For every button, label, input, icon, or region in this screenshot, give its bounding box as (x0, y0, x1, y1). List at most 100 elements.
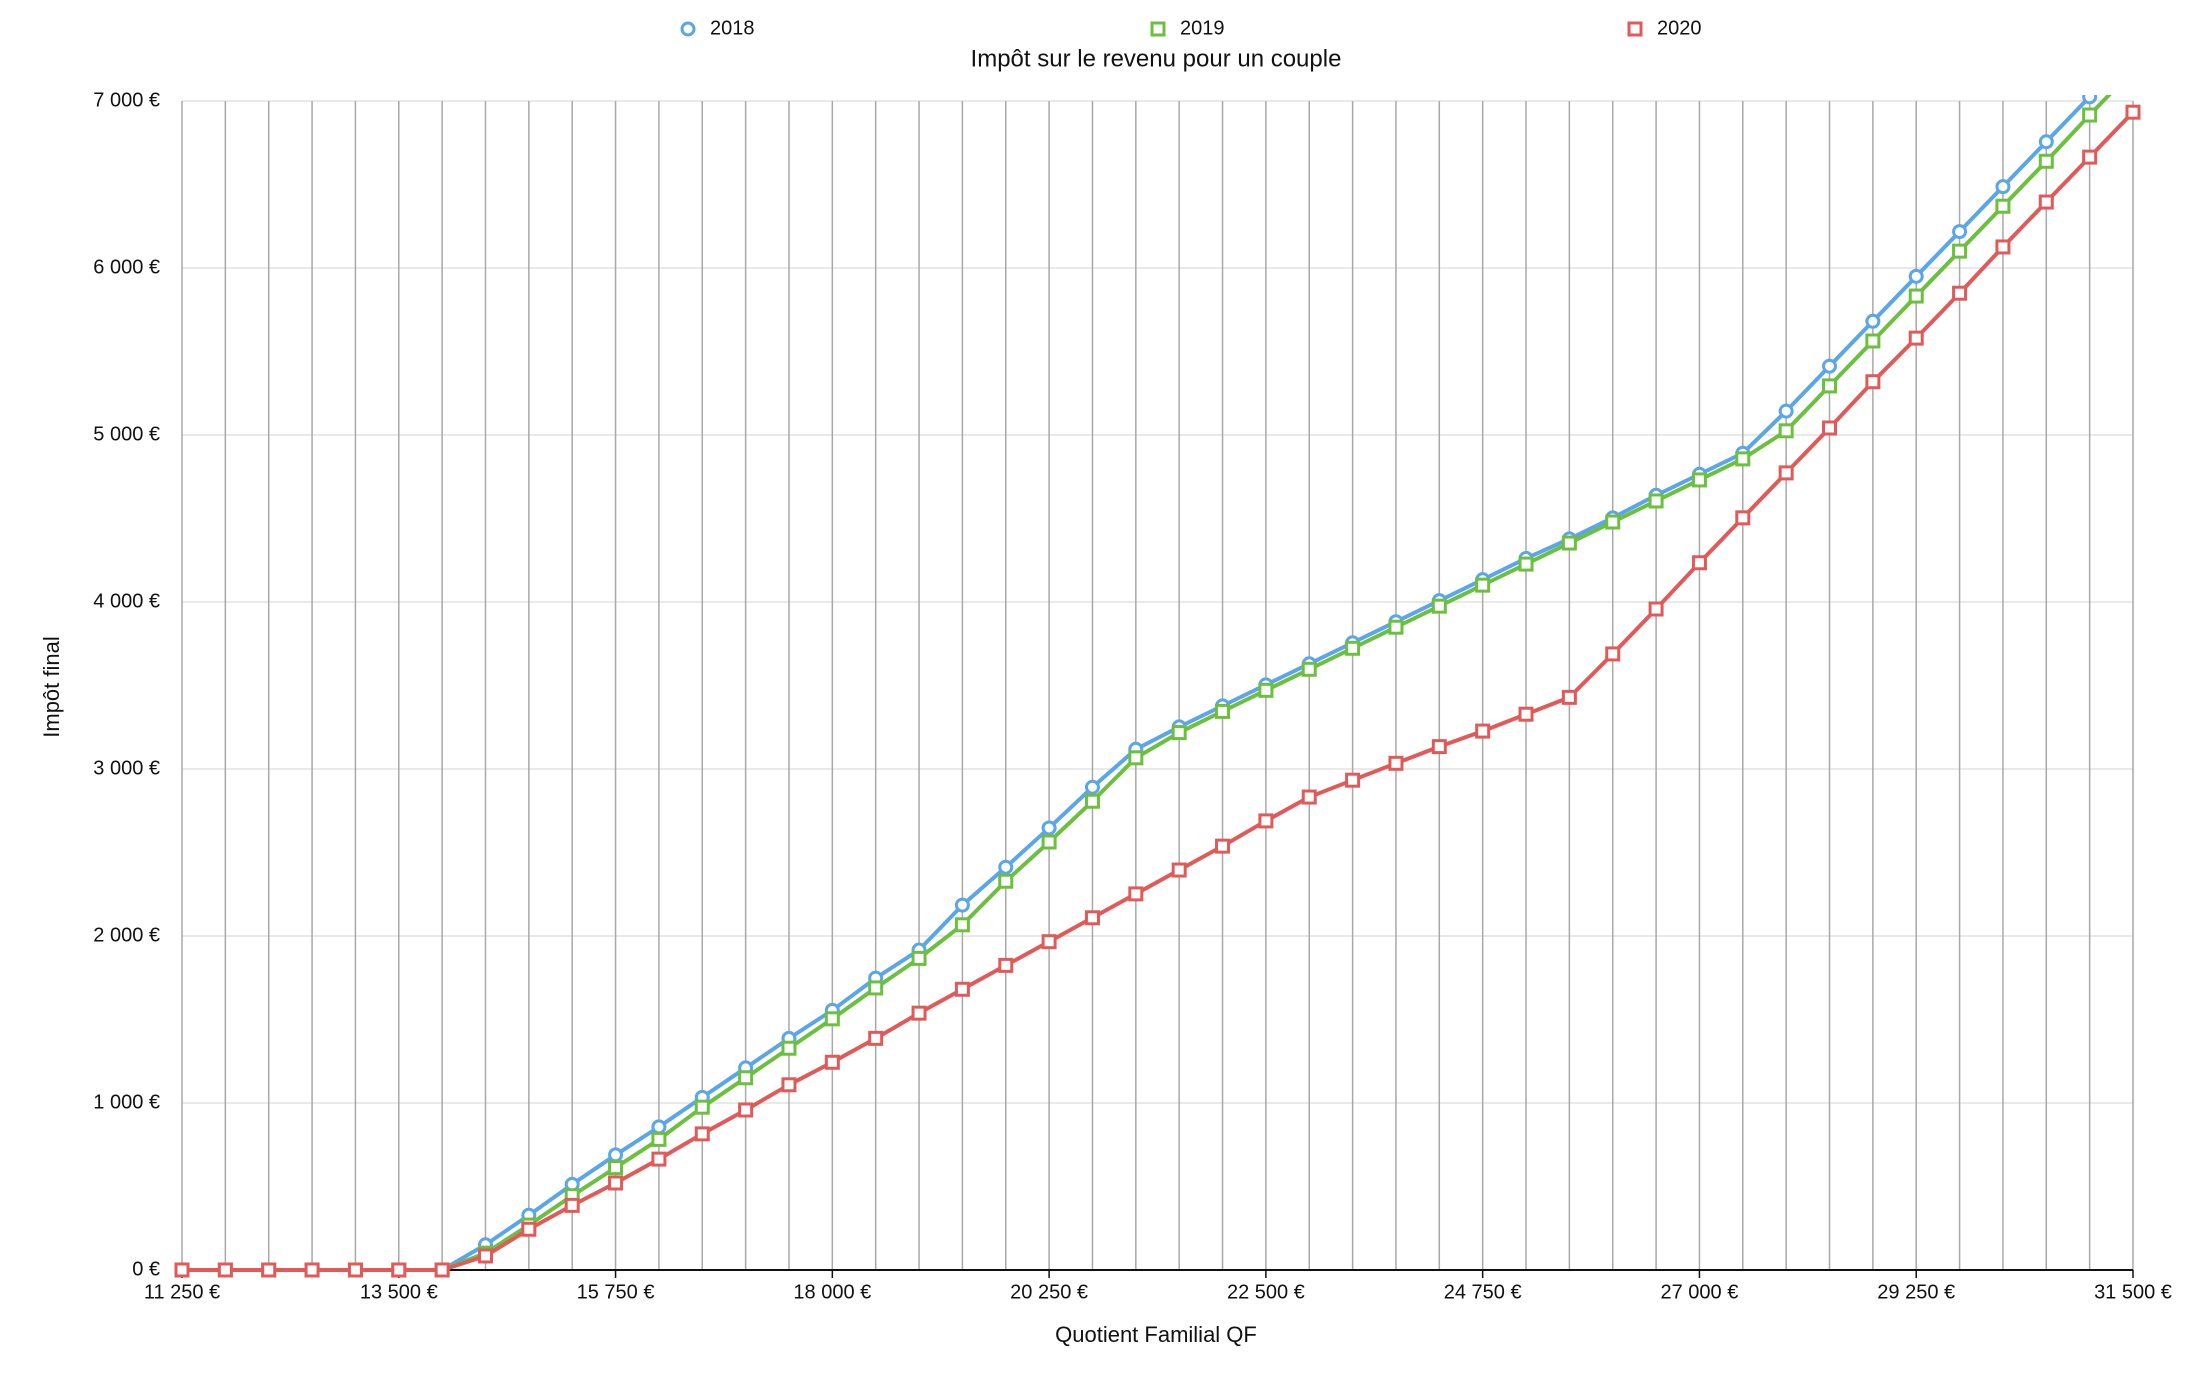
y-tick-label: 0 € (132, 1258, 160, 1280)
point (1908, 268, 1924, 284)
point (868, 1030, 884, 1046)
point (868, 980, 884, 996)
point (1691, 472, 1707, 488)
point (608, 1160, 624, 1176)
point (1215, 703, 1231, 719)
point (2082, 95, 2098, 105)
point (1215, 838, 1231, 854)
point (608, 1147, 624, 1163)
point (261, 1262, 277, 1278)
point (954, 981, 970, 997)
point (1995, 198, 2011, 214)
point (2127, 47, 2139, 59)
point (1648, 493, 1664, 509)
point (1561, 535, 1577, 551)
chart-title: Impôt sur le revenu pour un couple (971, 45, 1342, 72)
point (1561, 689, 1577, 705)
legend-marker (1627, 21, 1643, 37)
point (1475, 577, 1491, 593)
point (1128, 750, 1144, 766)
point (954, 897, 970, 913)
point (1084, 793, 1100, 809)
legend-marker (680, 21, 696, 37)
point (1041, 820, 1057, 836)
point (998, 859, 1014, 875)
point (2125, 104, 2141, 120)
point (1822, 378, 1838, 394)
x-tick-label: 27 000 € (1661, 1281, 1739, 1303)
point (1778, 465, 1794, 481)
point (1041, 834, 1057, 850)
series-line (182, 110, 2135, 1272)
legend-label: 2018 (710, 17, 755, 39)
x-tick-label: 20 250 € (1010, 1281, 1088, 1303)
point (1952, 285, 1968, 301)
point (347, 1262, 363, 1278)
point (1345, 640, 1361, 656)
y-tick-label: 2 000 € (93, 924, 160, 946)
x-tick-label: 31 500 € (2094, 1281, 2172, 1303)
point (1995, 239, 2011, 255)
point (217, 1262, 233, 1278)
x-axis-label: Quotient Familial QF (1055, 1322, 1257, 1347)
y-axis-label: Impôt final (39, 636, 64, 738)
point (911, 1005, 927, 1021)
point (1301, 661, 1317, 677)
point (651, 1131, 667, 1147)
legend-label: 2020 (1657, 17, 1702, 39)
point (1995, 179, 2011, 195)
y-tick-label: 1 000 € (93, 1091, 160, 1113)
point (1518, 556, 1534, 572)
point (304, 1262, 320, 1278)
point (911, 950, 927, 966)
point (1041, 934, 1057, 950)
x-tick-label: 24 750 € (1444, 1281, 1522, 1303)
point (477, 1248, 493, 1264)
point (1518, 706, 1534, 722)
point (1388, 755, 1404, 771)
point (738, 1102, 754, 1118)
point (1128, 886, 1144, 902)
point (1865, 374, 1881, 390)
point (694, 1099, 710, 1115)
point (564, 1197, 580, 1213)
point (1735, 451, 1751, 467)
point (2127, 64, 2139, 76)
point (1605, 646, 1621, 662)
plot-area (174, 47, 2141, 1278)
point (174, 1262, 190, 1278)
point (2082, 149, 2098, 165)
point (2038, 194, 2054, 210)
point (434, 1262, 450, 1278)
point (1865, 313, 1881, 329)
point (1952, 224, 1968, 240)
point (651, 1151, 667, 1167)
point (1908, 288, 1924, 304)
point (2038, 153, 2054, 169)
point (1735, 510, 1751, 526)
x-tick-label: 22 500 € (1227, 1281, 1305, 1303)
point (2038, 134, 2054, 150)
y-tick-label: 5 000 € (93, 423, 160, 445)
legend-marker (1150, 21, 1166, 37)
y-tick-label: 7 000 € (93, 89, 160, 111)
point (1171, 725, 1187, 741)
x-tick-label: 13 500 € (360, 1281, 438, 1303)
point (1605, 514, 1621, 530)
x-tick-label: 29 250 € (1877, 1281, 1955, 1303)
point (1431, 598, 1447, 614)
point (521, 1221, 537, 1237)
point (1084, 910, 1100, 926)
point (1345, 772, 1361, 788)
y-tick-label: 6 000 € (93, 256, 160, 278)
point (1258, 682, 1274, 698)
point (1171, 862, 1187, 878)
point (1778, 423, 1794, 439)
point (1475, 723, 1491, 739)
y-tick-label: 3 000 € (93, 757, 160, 779)
series-line (182, 95, 2112, 1272)
point (998, 957, 1014, 973)
point (1778, 403, 1794, 419)
x-tick-label: 18 000 € (793, 1281, 871, 1303)
